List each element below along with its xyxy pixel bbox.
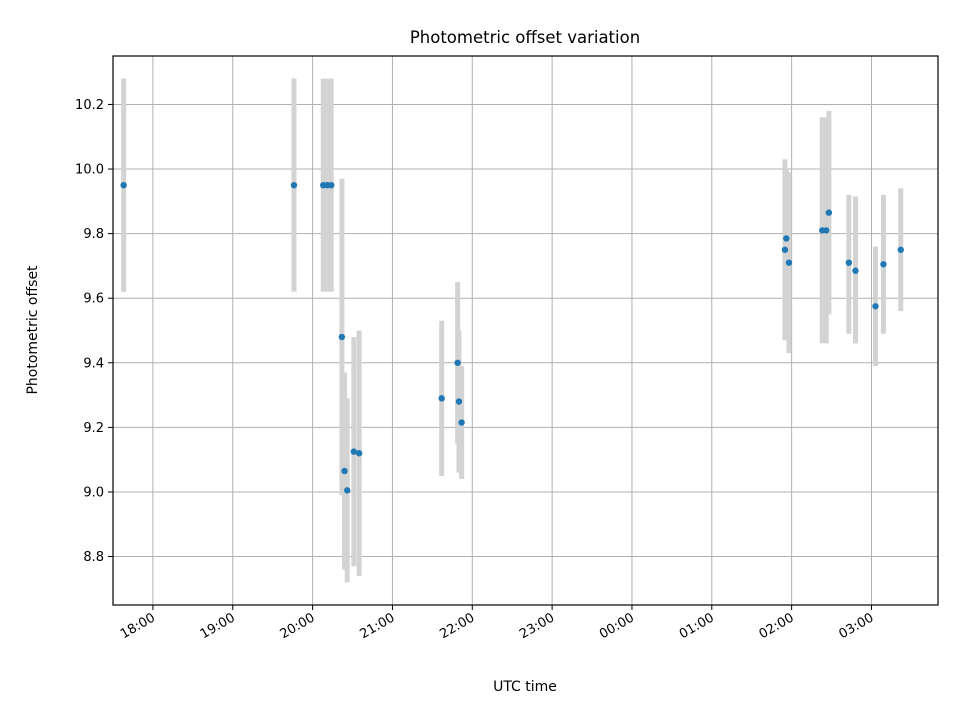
data-point-0: [120, 181, 127, 189]
data-point-1: [290, 181, 298, 189]
x-tick-label: 20:00: [278, 610, 318, 642]
y-tick-label: 9.2: [83, 421, 104, 436]
grid-lines: [113, 56, 938, 605]
chart-title: Photometric offset variation: [410, 28, 640, 47]
data-point-13: [458, 419, 465, 426]
y-tick-label: 9.8: [83, 227, 104, 242]
data-point-23: [880, 261, 887, 268]
x-tick-label: 22:00: [437, 610, 477, 642]
y-tick-label: 9.6: [83, 292, 104, 307]
x-tick-label: 03:00: [837, 610, 877, 642]
y-tick-label: 8.8: [83, 550, 104, 565]
y-axis-ticks: 8.8 9.0 9.2 9.4 9.6 9.8 10.0 10.2: [75, 98, 113, 565]
error-bars: [121, 78, 904, 583]
data-point-12: [455, 398, 463, 405]
data-point-5: [338, 333, 346, 341]
y-tick-label: 9.4: [83, 356, 104, 371]
data-point-24: [897, 246, 904, 253]
y-tick-label: 10.2: [75, 98, 104, 113]
data-point-6: [341, 467, 348, 475]
x-axis-ticks: 18:00 19:00 20:00 21:00 22:00 23:00 00:00 01:00…: [118, 605, 876, 642]
data-point-10: [438, 395, 445, 402]
x-tick-label: 01:00: [677, 610, 717, 642]
data-point-18: [823, 227, 830, 234]
data-point-4: [328, 181, 335, 189]
data-point-8: [350, 448, 358, 455]
x-tick-label: 02:00: [757, 610, 797, 642]
data-point-15: [783, 235, 790, 242]
y-tick-label: 10.0: [75, 163, 104, 178]
data-point-22: [872, 303, 879, 310]
x-tick-label: 00:00: [597, 610, 637, 642]
data-point-19: [825, 209, 833, 216]
data-point-14: [781, 246, 789, 253]
data-points: [120, 181, 904, 494]
data-point-21: [852, 267, 859, 274]
data-point-9: [355, 450, 363, 457]
x-tick-label: 19:00: [198, 610, 238, 642]
data-point-7: [343, 487, 351, 494]
data-point-20: [845, 259, 853, 266]
x-axis-label: UTC time: [493, 679, 557, 695]
data-point-11: [454, 359, 461, 366]
x-tick-label: 18:00: [118, 610, 158, 642]
y-axis-label: Photometric offset: [25, 265, 41, 395]
plot-frame: [112, 55, 939, 606]
data-point-16: [785, 259, 793, 266]
x-tick-label: 23:00: [517, 610, 557, 642]
y-tick-label: 9.0: [83, 485, 104, 500]
x-tick-label: 21:00: [357, 610, 397, 642]
